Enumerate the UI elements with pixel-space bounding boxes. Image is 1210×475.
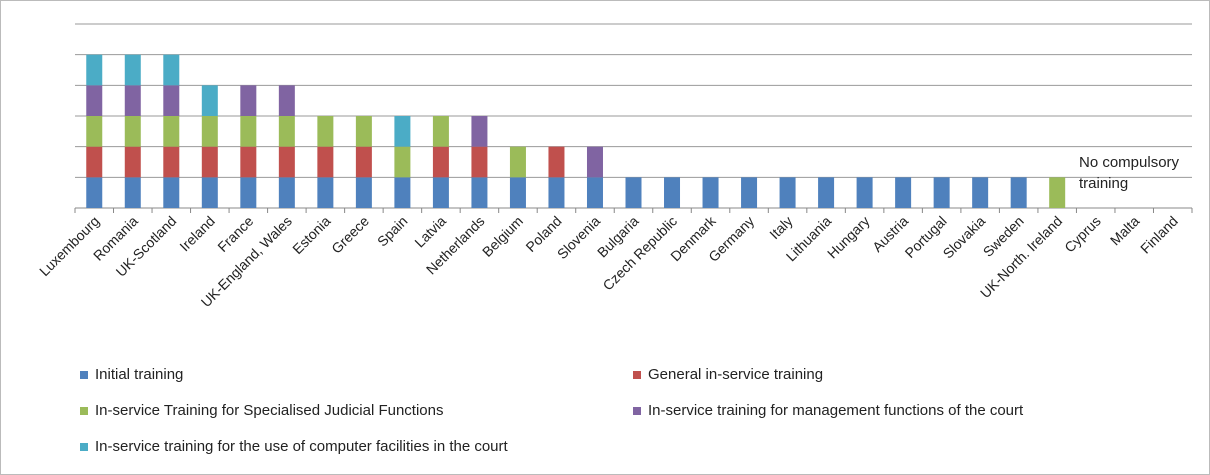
bar-segment: [317, 116, 334, 147]
x-tick-label: Slovenia: [554, 213, 603, 262]
bar-segment: [741, 177, 758, 208]
legend-label: General in-service training: [648, 366, 823, 383]
bar-segment: [124, 54, 141, 86]
legend-swatch: [633, 371, 641, 379]
bar-segment: [432, 146, 449, 178]
bar-segment: [240, 146, 257, 178]
bar-segment: [163, 177, 180, 208]
bar-segment: [702, 177, 719, 208]
bar-segment: [895, 177, 912, 208]
bar-segment: [86, 116, 103, 147]
bar-segment: [432, 116, 449, 147]
bar-segment: [856, 177, 873, 208]
legend: Initial training General in-service train…: [80, 366, 1024, 455]
bar-segment: [548, 146, 565, 178]
x-tick-label: Italy: [766, 213, 795, 242]
bar-segment: [317, 177, 334, 208]
legend-label: In-service training for management funct…: [648, 402, 1024, 419]
bar-segment: [586, 177, 603, 208]
bar-segment: [278, 146, 295, 178]
bar-segment: [509, 177, 526, 208]
x-tick-label: Finland: [1137, 213, 1181, 257]
bar-segment: [163, 54, 180, 86]
annotation: No compulsory training: [1079, 154, 1180, 192]
bar-segment: [278, 85, 295, 116]
x-tick-label: Greece: [328, 213, 372, 257]
bar-segment: [509, 146, 526, 178]
bar-segment: [933, 177, 950, 208]
bar-segment: [278, 116, 295, 147]
bar-segment: [201, 177, 218, 208]
bar-segment: [394, 116, 411, 147]
bar-segment: [201, 85, 218, 116]
bar-segment: [355, 146, 372, 178]
bar-segment: [124, 116, 141, 147]
bar-segment: [86, 85, 103, 116]
x-tick-label: Luxembourg: [36, 213, 102, 279]
legend-label: In-service training for the use of compu…: [95, 438, 509, 455]
bar-segment: [201, 116, 218, 147]
bar-segment: [124, 85, 141, 116]
bar-segment: [163, 146, 180, 178]
bar-segment: [1049, 177, 1066, 208]
bar-segment: [818, 177, 835, 208]
bar-segment: [355, 116, 372, 147]
x-tick-label: Cyprus: [1061, 213, 1104, 256]
bar-segment: [240, 85, 257, 116]
bar-segment: [86, 54, 103, 86]
bar-segment: [471, 116, 488, 147]
bar-segment: [471, 146, 488, 178]
x-tick-label: Belgium: [479, 213, 526, 260]
bar-segment: [278, 177, 295, 208]
legend-swatch: [80, 371, 88, 379]
x-tick-label: Ireland: [176, 213, 218, 255]
x-tick-label: Spain: [374, 213, 411, 250]
bar-segment: [972, 177, 989, 208]
bar-segment: [664, 177, 681, 208]
bar-segment: [548, 177, 565, 208]
bar-segment: [163, 116, 180, 147]
x-tick-label: Hungary: [824, 213, 873, 262]
legend-swatch: [80, 443, 88, 451]
legend-label: Initial training: [95, 366, 183, 383]
bar-segment: [394, 146, 411, 178]
bar-segment: [625, 177, 642, 208]
bar-segment: [163, 85, 180, 116]
legend-label: In-service Training for Specialised Judi…: [95, 402, 444, 419]
bar-segment: [779, 177, 796, 208]
bar-segment: [86, 177, 103, 208]
bar-segment: [471, 177, 488, 208]
legend-swatch: [633, 407, 641, 415]
bar-segment: [201, 146, 218, 178]
x-tick-label: Slovakia: [940, 213, 989, 262]
bar-segment: [355, 177, 372, 208]
bar-segment: [586, 146, 603, 178]
bar-segment: [1010, 177, 1027, 208]
bar-segment: [240, 116, 257, 147]
bar-segment: [124, 146, 141, 178]
bar-segment: [124, 177, 141, 208]
bar-segment: [432, 177, 449, 208]
legend-swatch: [80, 407, 88, 415]
bar-segment: [317, 146, 334, 178]
bar-segment: [240, 177, 257, 208]
x-tick-label: Malta: [1107, 213, 1143, 249]
x-tick-label: Estonia: [289, 213, 333, 257]
bar-segment: [86, 146, 103, 178]
bar-segment: [394, 177, 411, 208]
